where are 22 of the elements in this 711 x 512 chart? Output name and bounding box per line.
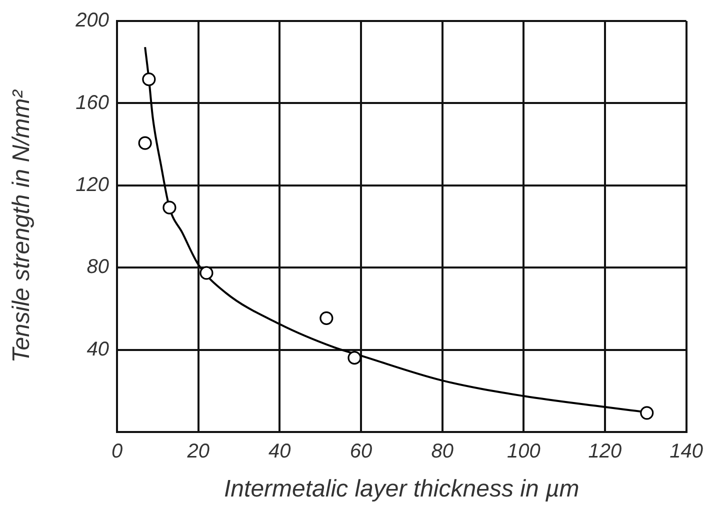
point bbox=[162, 200, 176, 214]
point bbox=[320, 311, 334, 325]
x-tick-label: 40 bbox=[268, 440, 291, 463]
y-tick-label: 80 bbox=[86, 256, 109, 278]
x-axis-title: Intermetalic layer thickness in µm bbox=[224, 475, 580, 502]
point bbox=[142, 72, 156, 86]
point bbox=[138, 136, 152, 150]
x-tick-label: 100 bbox=[506, 440, 540, 463]
point bbox=[640, 406, 654, 420]
x-tick-label: 20 bbox=[186, 440, 210, 463]
x-tick-label: 80 bbox=[431, 440, 454, 463]
y-axis-title: Tensile strength in N/mm² bbox=[8, 89, 36, 363]
x-tick-label: 120 bbox=[588, 440, 622, 463]
y-tick-label: 120 bbox=[76, 174, 109, 196]
point bbox=[200, 266, 214, 280]
y-tick-label: 160 bbox=[76, 92, 109, 114]
x-tick-label: 140 bbox=[670, 440, 704, 463]
x-tick-label: 60 bbox=[350, 440, 372, 463]
y-tick-label: 200 bbox=[74, 10, 109, 32]
x-tick-label: 0 bbox=[111, 440, 123, 463]
point bbox=[348, 351, 362, 365]
y-tick-label: 40 bbox=[86, 338, 109, 360]
